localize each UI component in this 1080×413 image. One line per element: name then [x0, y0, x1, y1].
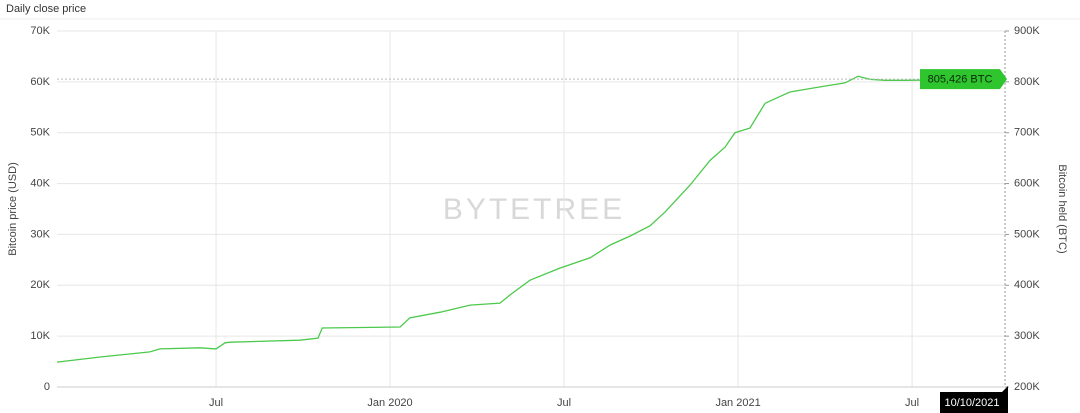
x-tick-label: Jul [557, 397, 571, 409]
y-axis-title: Bitcoin price (USD) [7, 162, 19, 256]
value-label-box [920, 69, 1007, 90]
y2-tick-label: 800K [1014, 76, 1040, 88]
y2-tick-label: 700K [1014, 127, 1040, 139]
y2-tick-label: 500K [1014, 228, 1040, 240]
y-tick-label: 0 [44, 381, 50, 393]
watermark: BYTETREE [443, 193, 625, 226]
y2-tick-label: 300K [1014, 330, 1040, 342]
y-tick-label: 30K [30, 228, 50, 240]
y-tick-label: 40K [30, 177, 50, 189]
y2-tick-label: 200K [1014, 381, 1040, 393]
y2-tick-label: 600K [1014, 177, 1040, 189]
y2-tick-label: 400K [1014, 279, 1040, 291]
y2-axis-title: Bitcoin held (BTC) [1056, 164, 1068, 253]
date-label-box [940, 386, 1008, 413]
x-tick-label: Jul [905, 397, 919, 409]
y-tick-label: 50K [30, 127, 50, 139]
x-tick-label: Jan 2021 [715, 397, 760, 409]
date-label: 10/10/2021 [944, 397, 999, 409]
data-line [56, 75, 1006, 363]
x-tick-label: Jul [209, 397, 223, 409]
y-tick-label: 70K [30, 25, 50, 37]
y-tick-label: 60K [30, 76, 50, 88]
y2-tick-label: 900K [1014, 25, 1040, 37]
y-tick-label: 20K [30, 279, 50, 291]
x-tick-label: Jan 2020 [367, 397, 412, 409]
chart-title: Daily close price [6, 3, 86, 15]
header [0, 0, 1080, 18]
value-label: 805,426 BTC [928, 74, 993, 86]
y-tick-label: 10K [30, 330, 50, 342]
